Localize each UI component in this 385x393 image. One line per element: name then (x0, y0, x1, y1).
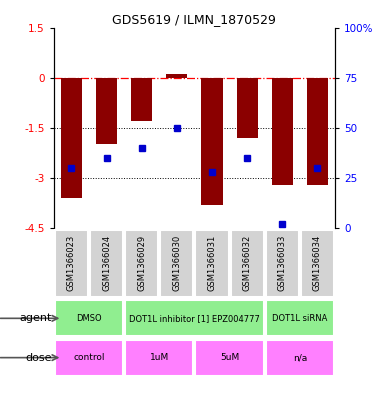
FancyBboxPatch shape (125, 230, 158, 297)
FancyBboxPatch shape (231, 230, 264, 297)
FancyBboxPatch shape (125, 340, 193, 376)
Bar (236, 78, 258, 138)
Bar (307, 78, 328, 185)
Text: GSM1366034: GSM1366034 (313, 235, 322, 292)
Bar (96, 78, 117, 145)
FancyBboxPatch shape (266, 230, 299, 297)
FancyBboxPatch shape (55, 340, 123, 376)
Text: GSM1366029: GSM1366029 (137, 235, 146, 291)
FancyBboxPatch shape (301, 230, 334, 297)
FancyBboxPatch shape (196, 340, 264, 376)
Text: GSM1366024: GSM1366024 (102, 235, 111, 291)
Bar (166, 74, 187, 78)
FancyBboxPatch shape (266, 300, 334, 336)
Bar (272, 78, 293, 185)
Text: DOT1L siRNA: DOT1L siRNA (272, 314, 328, 323)
Bar (61, 78, 82, 198)
Text: n/a: n/a (293, 353, 307, 362)
Text: agent: agent (20, 313, 52, 323)
Text: DMSO: DMSO (76, 314, 102, 323)
Text: 5uM: 5uM (220, 353, 239, 362)
FancyBboxPatch shape (55, 230, 88, 297)
Text: GSM1366033: GSM1366033 (278, 235, 287, 292)
Bar (201, 78, 223, 204)
Bar (131, 78, 152, 121)
Text: DOT1L inhibitor [1] EPZ004777: DOT1L inhibitor [1] EPZ004777 (129, 314, 260, 323)
Text: dose: dose (25, 353, 52, 363)
FancyBboxPatch shape (266, 340, 334, 376)
Title: GDS5619 / ILMN_1870529: GDS5619 / ILMN_1870529 (112, 13, 276, 26)
FancyBboxPatch shape (160, 230, 193, 297)
Text: 1uM: 1uM (150, 353, 169, 362)
FancyBboxPatch shape (90, 230, 123, 297)
Text: GSM1366031: GSM1366031 (208, 235, 216, 292)
Text: GSM1366023: GSM1366023 (67, 235, 76, 292)
FancyBboxPatch shape (196, 230, 229, 297)
FancyBboxPatch shape (55, 300, 123, 336)
FancyBboxPatch shape (125, 300, 264, 336)
Text: control: control (73, 353, 105, 362)
Text: GSM1366030: GSM1366030 (172, 235, 181, 292)
Text: GSM1366032: GSM1366032 (243, 235, 252, 292)
